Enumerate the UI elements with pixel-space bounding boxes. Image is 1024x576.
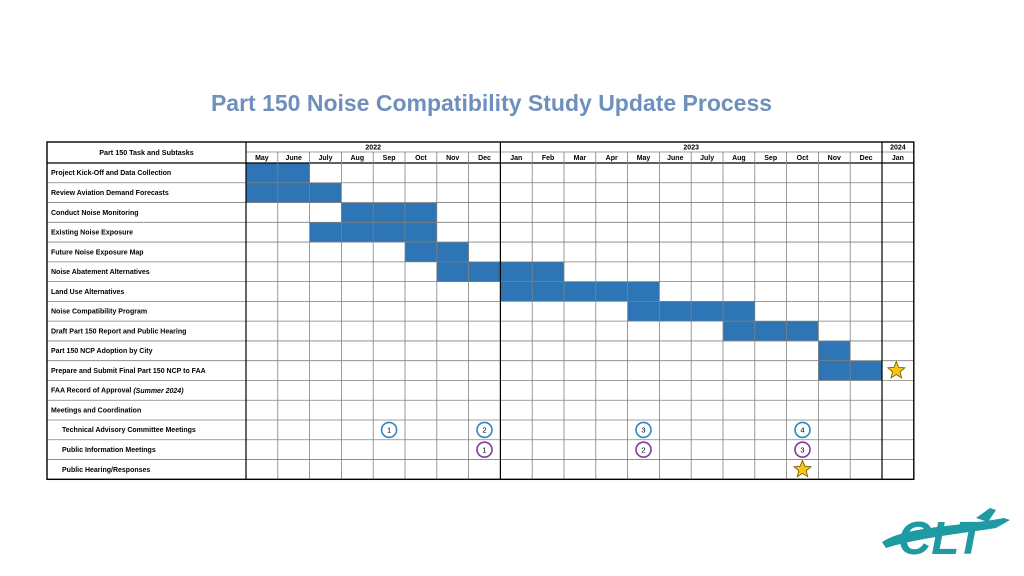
table-border	[46, 141, 915, 481]
meeting-circle	[380, 421, 398, 439]
task-label: Review Aviation Demand Forecasts	[51, 190, 169, 197]
meeting-circle	[476, 441, 493, 458]
meeting-number: 4	[800, 426, 804, 435]
meeting-number: 1	[482, 445, 486, 454]
clt-logo: CLT	[882, 508, 1010, 562]
milestone-star	[886, 360, 906, 379]
year-label: 2024	[890, 144, 906, 151]
month-label: Dec	[478, 155, 491, 162]
logo-text: CLT	[898, 512, 988, 562]
task-label: Part 150 NCP Adoption by City	[51, 348, 153, 355]
table-header: Part 150 Task and Subtasks	[99, 148, 194, 157]
year-label: 2023	[683, 144, 699, 151]
meeting-circle	[794, 421, 811, 439]
month-label: June	[667, 155, 683, 162]
gantt-bar	[500, 281, 660, 302]
meeting-circle	[635, 421, 652, 439]
task-label: Land Use Alternatives	[51, 289, 124, 296]
task-label: Prepare and Submit Final Part 150 NCP to…	[51, 368, 206, 375]
task-label: FAA Record of Approval (Summer 2024)	[51, 388, 184, 395]
month-label: July	[318, 155, 332, 162]
month-label: Nov	[446, 155, 459, 162]
month-label: Sep	[383, 155, 396, 162]
month-label: Jan	[510, 155, 522, 162]
task-label: Draft Part 150 Report and Public Hearing	[51, 328, 186, 335]
month-label: Mar	[574, 155, 587, 162]
task-label: Public Information Meetings	[62, 447, 156, 454]
month-label: Jan	[892, 155, 904, 162]
meeting-number: 2	[641, 445, 645, 454]
milestone-star	[792, 459, 813, 478]
meeting-number: 3	[800, 445, 804, 454]
month-label: Apr	[606, 155, 618, 162]
task-label: Public Hearing/Responses	[62, 467, 150, 474]
task-label: Noise Abatement Alternatives	[51, 269, 150, 276]
month-label: Aug	[350, 155, 364, 162]
task-label: Conduct Noise Monitoring	[51, 210, 139, 217]
month-label: Nov	[828, 155, 841, 162]
month-label: Aug	[732, 155, 746, 162]
month-label: Oct	[415, 155, 427, 162]
task-label: Future Noise Exposure Map	[51, 249, 144, 256]
task-label: Existing Noise Exposure	[51, 230, 133, 237]
meeting-circle	[476, 421, 493, 439]
month-label: Oct	[797, 155, 809, 162]
task-label: Meetings and Coordination	[51, 407, 141, 414]
meeting-number: 1	[387, 426, 391, 435]
gantt-bar	[341, 202, 437, 223]
month-label: Dec	[860, 155, 873, 162]
gantt-bar	[818, 340, 851, 361]
meeting-circle	[794, 441, 811, 458]
month-label: July	[700, 155, 714, 162]
meeting-number: 3	[641, 426, 645, 435]
month-label: May	[637, 155, 651, 162]
gantt-bar	[246, 182, 342, 203]
task-label: Technical Advisory Committee Meetings	[62, 427, 196, 434]
month-label: Feb	[542, 155, 554, 162]
airplane-icon	[882, 508, 1010, 548]
gantt-bar	[723, 321, 819, 341]
task-label: Noise Compatibility Program	[51, 309, 147, 316]
month-label: Sep	[764, 155, 777, 162]
meeting-number: 2	[482, 426, 486, 435]
year-label: 2022	[365, 144, 381, 151]
slide-title: Part 150 Noise Compatibility Study Updat…	[210, 90, 773, 116]
month-label: June	[286, 155, 302, 162]
meeting-circle	[635, 441, 652, 458]
task-label: Project Kick-Off and Data Collection	[51, 170, 171, 177]
month-label: May	[255, 155, 269, 162]
